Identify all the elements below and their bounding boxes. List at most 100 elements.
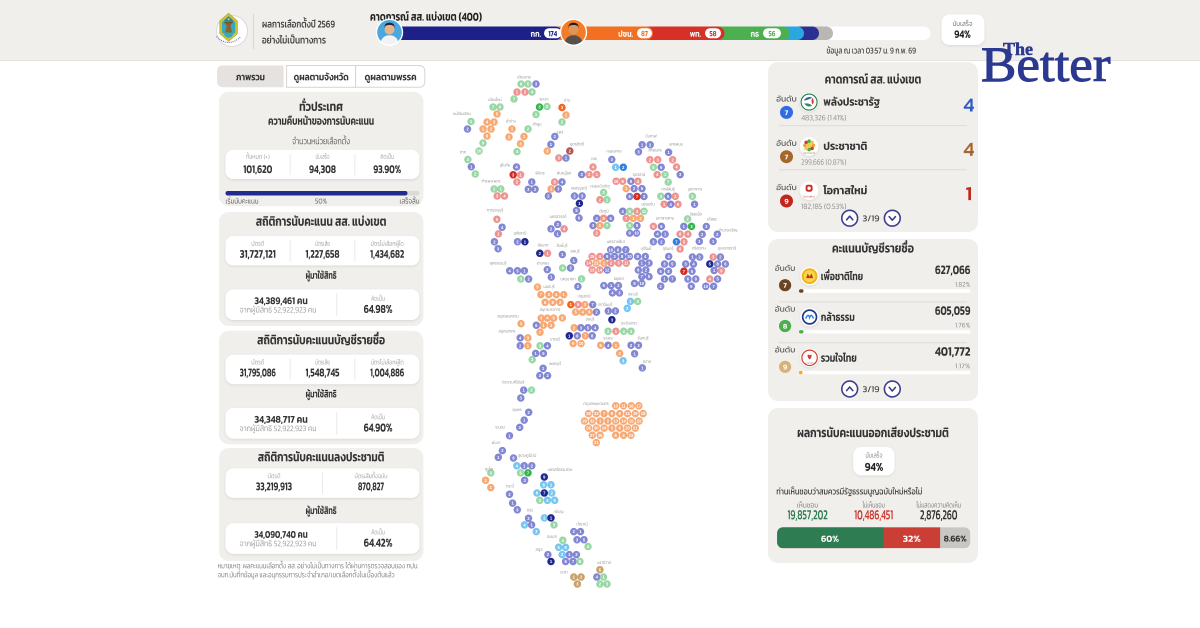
- svg-text:1: 1: [579, 529, 582, 534]
- svg-text:1: 1: [610, 283, 613, 288]
- svg-text:6: 6: [578, 216, 581, 221]
- svg-text:3: 3: [539, 343, 542, 348]
- svg-text:7: 7: [625, 247, 628, 252]
- svg-text:4: 4: [687, 232, 690, 237]
- svg-text:3: 3: [636, 299, 639, 304]
- svg-text:3: 3: [705, 224, 708, 229]
- svg-text:2: 2: [671, 157, 674, 162]
- svg-text:11: 11: [642, 209, 647, 214]
- svg-text:7: 7: [603, 411, 606, 416]
- svg-text:2: 2: [527, 127, 530, 132]
- svg-text:2: 2: [617, 283, 620, 288]
- svg-text:4: 4: [592, 165, 595, 170]
- svg-text:3: 3: [685, 262, 688, 267]
- svg-text:2: 2: [588, 172, 591, 177]
- svg-text:12: 12: [594, 261, 599, 266]
- svg-text:1: 1: [535, 351, 538, 356]
- svg-text:20: 20: [625, 426, 630, 431]
- svg-text:1: 1: [523, 388, 526, 393]
- svg-text:2: 2: [547, 552, 550, 557]
- svg-text:1: 1: [542, 323, 545, 328]
- svg-text:6: 6: [576, 333, 579, 338]
- svg-text:3: 3: [535, 529, 538, 534]
- svg-text:3: 3: [467, 157, 470, 162]
- svg-text:7: 7: [584, 333, 587, 338]
- svg-text:3: 3: [584, 302, 587, 307]
- svg-text:3: 3: [663, 262, 666, 267]
- svg-text:6: 6: [724, 262, 727, 267]
- svg-text:4: 4: [656, 172, 659, 177]
- svg-text:14: 14: [586, 261, 591, 266]
- svg-text:2: 2: [691, 194, 694, 199]
- svg-text:1: 1: [698, 239, 701, 244]
- svg-text:7: 7: [540, 292, 543, 297]
- svg-text:2: 2: [573, 325, 576, 330]
- svg-text:12: 12: [625, 411, 630, 416]
- svg-text:1: 1: [550, 482, 553, 487]
- svg-text:7: 7: [606, 223, 609, 228]
- svg-text:3: 3: [613, 254, 616, 259]
- svg-text:6: 6: [588, 310, 591, 315]
- svg-text:1: 1: [603, 261, 606, 266]
- svg-text:5: 5: [615, 433, 618, 438]
- svg-text:8: 8: [679, 232, 682, 237]
- svg-text:1: 1: [561, 252, 564, 257]
- svg-text:1: 1: [578, 201, 581, 206]
- svg-text:4: 4: [637, 179, 640, 184]
- svg-text:8: 8: [552, 300, 555, 305]
- svg-text:2: 2: [527, 277, 530, 282]
- svg-text:6: 6: [679, 247, 682, 252]
- svg-text:19: 19: [633, 411, 638, 416]
- svg-text:1: 1: [632, 216, 635, 221]
- svg-text:2: 2: [607, 419, 610, 424]
- svg-text:3: 3: [519, 141, 522, 146]
- svg-text:8: 8: [561, 315, 564, 320]
- svg-text:4: 4: [622, 433, 625, 438]
- svg-text:2: 2: [599, 197, 602, 202]
- svg-text:6: 6: [660, 269, 663, 274]
- svg-text:2: 2: [551, 491, 554, 496]
- svg-text:3: 3: [558, 156, 561, 161]
- svg-text:1: 1: [550, 275, 553, 280]
- svg-text:1: 1: [614, 165, 617, 170]
- svg-text:4: 4: [594, 325, 597, 330]
- svg-text:1: 1: [527, 343, 530, 348]
- svg-text:1: 1: [683, 224, 686, 229]
- svg-text:4: 4: [587, 544, 590, 549]
- svg-text:4: 4: [599, 254, 602, 259]
- svg-text:5: 5: [519, 470, 522, 475]
- svg-text:3: 3: [636, 209, 639, 214]
- svg-text:8: 8: [636, 254, 639, 259]
- svg-text:9: 9: [482, 141, 485, 146]
- svg-text:2: 2: [573, 529, 576, 534]
- svg-text:4: 4: [563, 226, 566, 231]
- svg-text:1: 1: [516, 90, 519, 95]
- svg-text:2: 2: [559, 300, 562, 305]
- svg-text:2: 2: [649, 142, 652, 147]
- svg-text:7: 7: [667, 180, 670, 185]
- svg-text:4: 4: [546, 498, 549, 503]
- svg-text:4: 4: [561, 266, 564, 271]
- svg-text:1: 1: [641, 365, 644, 370]
- svg-text:2: 2: [546, 373, 549, 378]
- svg-text:6: 6: [617, 247, 620, 252]
- svg-text:5: 5: [709, 262, 712, 267]
- svg-text:2: 2: [577, 284, 580, 289]
- svg-text:5: 5: [496, 217, 499, 222]
- svg-text:3: 3: [643, 194, 646, 199]
- svg-text:3: 3: [512, 172, 515, 177]
- svg-text:3: 3: [580, 172, 583, 177]
- svg-text:Better: Better: [981, 37, 1110, 92]
- svg-text:11: 11: [621, 403, 626, 408]
- svg-text:1: 1: [568, 552, 571, 557]
- svg-text:3: 3: [611, 426, 614, 431]
- svg-text:1: 1: [531, 180, 534, 185]
- svg-text:25: 25: [598, 433, 603, 438]
- svg-text:5: 5: [575, 208, 578, 213]
- svg-text:4: 4: [516, 463, 519, 468]
- svg-text:9: 9: [633, 281, 636, 286]
- svg-text:4: 4: [523, 522, 526, 527]
- svg-text:2: 2: [534, 187, 537, 192]
- svg-text:2: 2: [546, 104, 549, 109]
- svg-text:1: 1: [511, 127, 514, 132]
